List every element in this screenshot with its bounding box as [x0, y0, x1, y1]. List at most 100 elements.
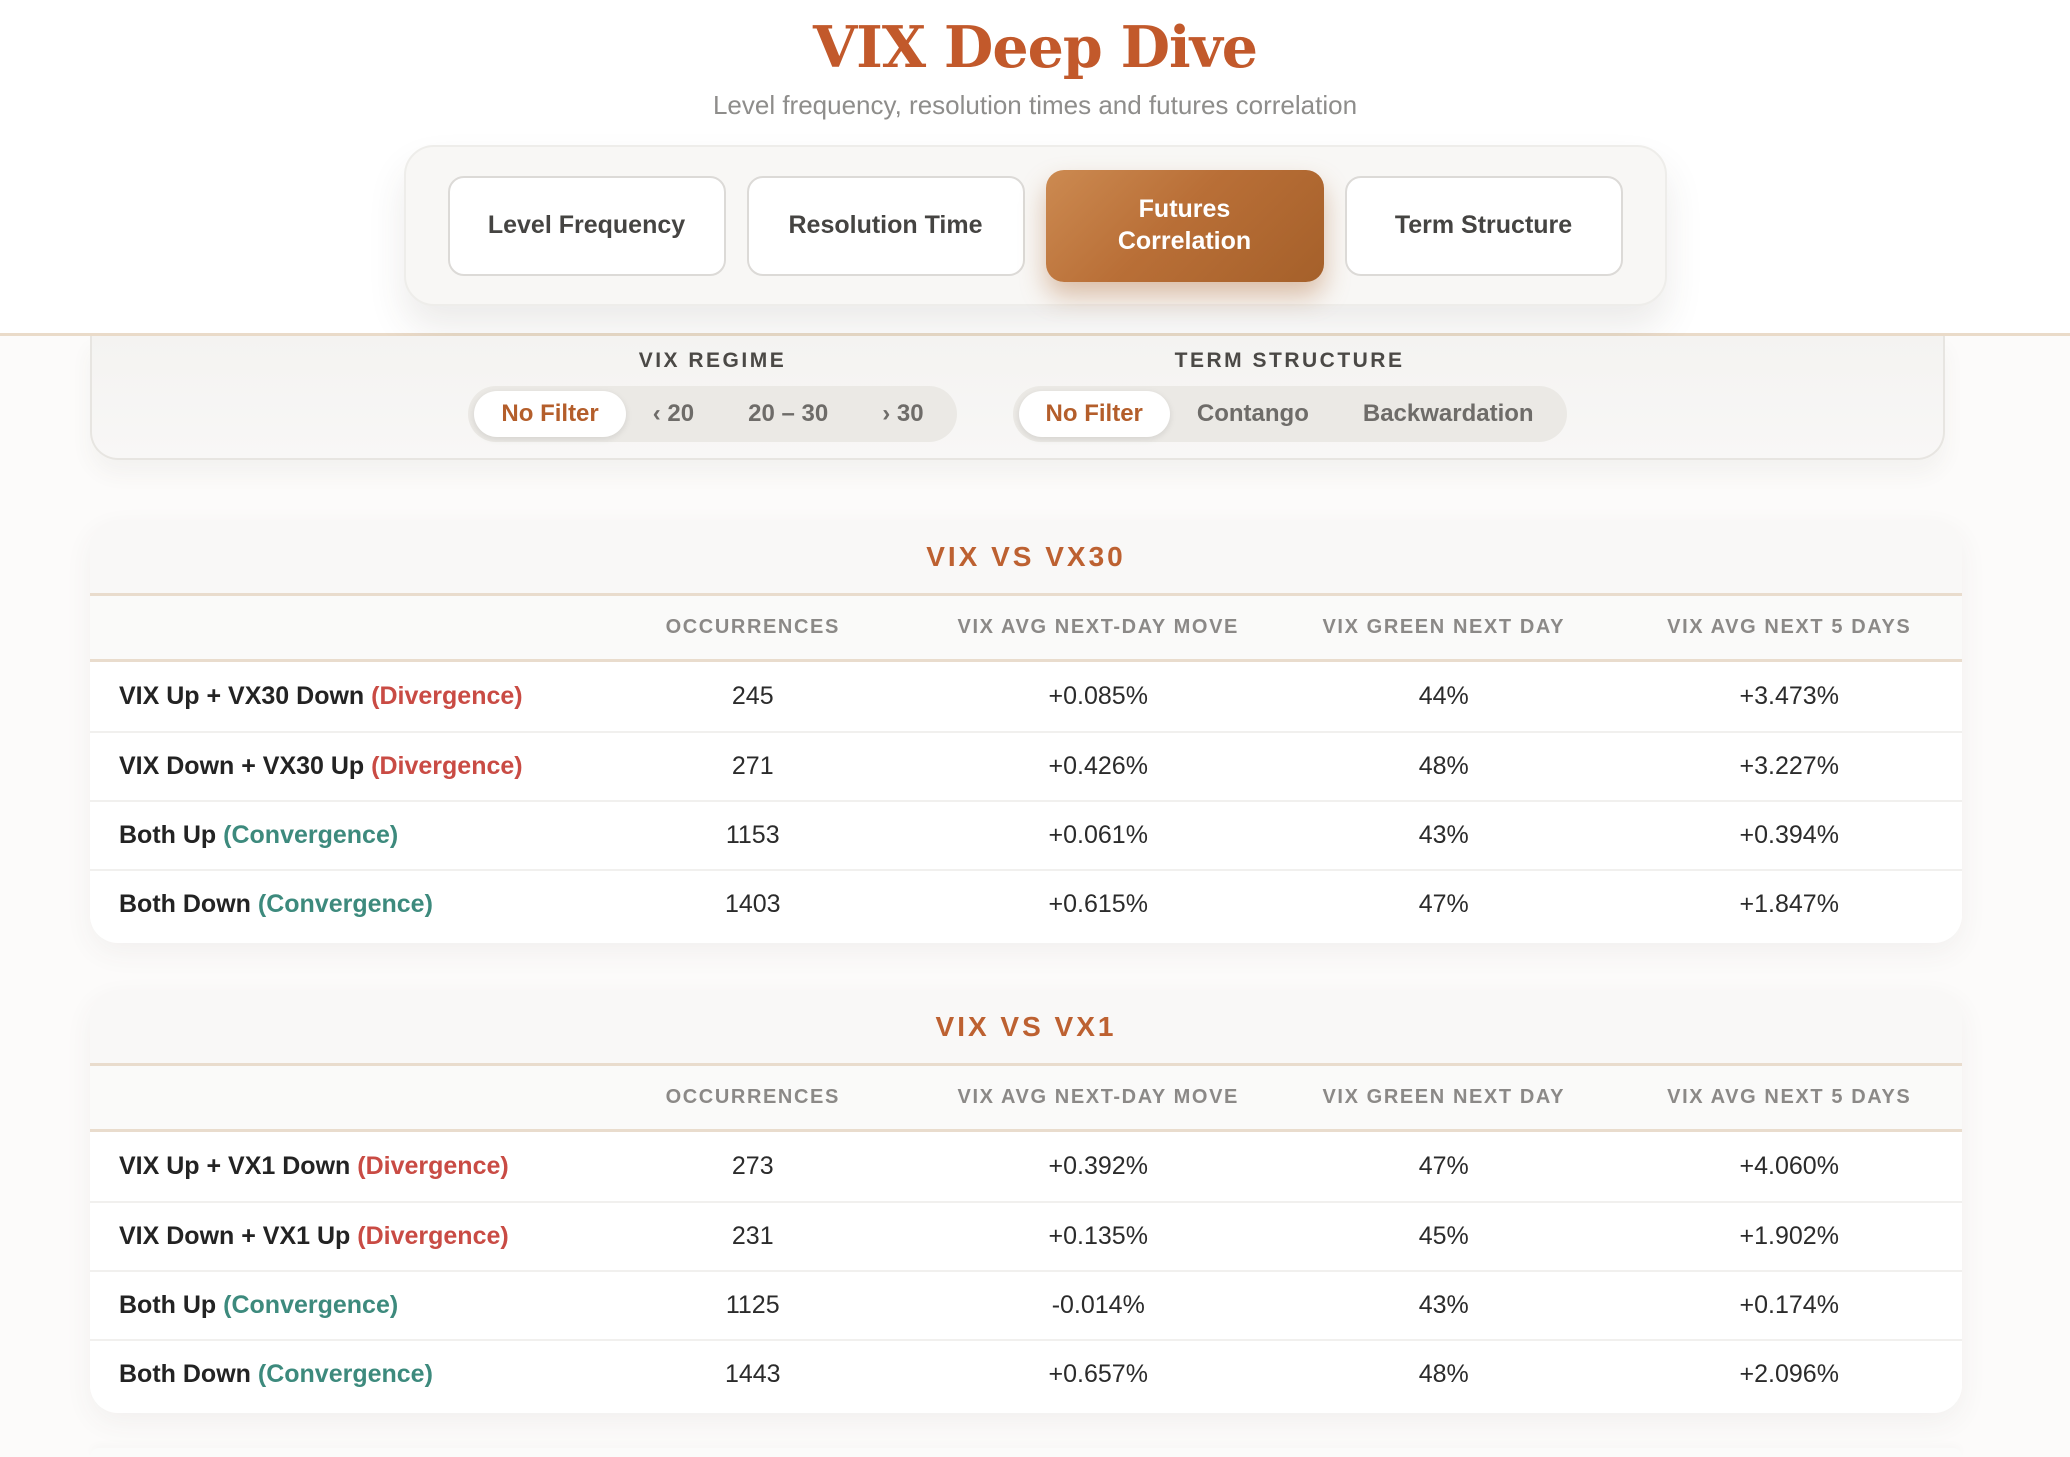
row-label: VIX Down + VX1 Up (Divergence)	[90, 1222, 580, 1251]
green-next-day-value: 47%	[1418, 890, 1469, 918]
filter-group-term-structure: TERM STRUCTURE No Filter Contango Backwa…	[1012, 343, 1567, 458]
table-row: Both Up (Convergence) 1153 +0.061% 43% +…	[90, 800, 1962, 869]
table-header-row: OCCURRENCES VIX AVG NEXT-DAY MOVE VIX GR…	[90, 1066, 1962, 1129]
table-body: VIX Up + VX1 Down (Divergence) 273 +0.39…	[90, 1132, 1962, 1413]
vix-regime-option-20-30[interactable]: 20 – 30	[748, 400, 829, 427]
convergence-tag: (Convergence)	[257, 890, 433, 918]
green-next-day-value: 43%	[1418, 1291, 1469, 1319]
row-label: Both Down (Convergence)	[90, 1360, 580, 1389]
next-5-days-value: +1.902%	[1739, 1222, 1839, 1250]
table-title-vix-vs-vx30: VIX VS VX30	[926, 540, 1126, 572]
next-5-days-value: +2.096%	[1739, 1360, 1839, 1388]
next-5-days-value: +1.847%	[1739, 890, 1839, 918]
green-next-day-value: 44%	[1418, 682, 1469, 710]
column-header-green-next-day: VIX GREEN NEXT DAY	[1322, 1086, 1566, 1108]
next-day-move-value: +0.657%	[1048, 1360, 1148, 1388]
column-header-next-5-days: VIX AVG NEXT 5 DAYS	[1667, 1086, 1912, 1108]
filter-group-vix-regime: VIX REGIME No Filter ‹ 20 20 – 30 › 30	[468, 343, 957, 458]
column-header-next-day-move: VIX AVG NEXT-DAY MOVE	[957, 1086, 1239, 1108]
table-row: VIX Up + VX1 Down (Divergence) 273 +0.39…	[90, 1132, 1962, 1201]
scenario-label: Both Up	[119, 821, 217, 849]
scenario-label: Both Down	[119, 1360, 251, 1388]
convergence-tag: (Convergence)	[223, 821, 399, 849]
tab-level-frequency[interactable]: Level Frequency	[447, 175, 726, 276]
scenario-label: Both Down	[119, 890, 251, 918]
occurrences-value: 1403	[724, 890, 781, 918]
column-header-green-next-day: VIX GREEN NEXT DAY	[1322, 616, 1566, 638]
column-header-next-5-days: VIX AVG NEXT 5 DAYS	[1667, 616, 1912, 638]
table-row: Both Down (Convergence) 1443 +0.657% 48%…	[90, 1339, 1962, 1408]
scenario-label: VIX Up + VX1 Down	[119, 1152, 351, 1180]
page-header: VIX Deep Dive Level frequency, resolutio…	[0, 0, 2070, 336]
table-row: VIX Down + VX1 Up (Divergence) 231 +0.13…	[90, 1201, 1962, 1270]
row-label: VIX Up + VX30 Down (Divergence)	[90, 682, 580, 711]
table-row: Both Down (Convergence) 1403 +0.615% 47%…	[90, 869, 1962, 938]
term-structure-option-contango[interactable]: Contango	[1196, 400, 1309, 427]
tab-resolution-time[interactable]: Resolution Time	[746, 175, 1025, 276]
divider	[90, 1063, 1962, 1066]
row-label: VIX Up + VX1 Down (Divergence)	[90, 1152, 580, 1181]
next-day-move-value: +0.085%	[1048, 682, 1148, 710]
table-panel-vix-vs-vx30: VIX VS VX30 OCCURRENCES VIX AVG NEXT-DAY…	[90, 520, 1962, 943]
occurrences-value: 1153	[725, 821, 780, 849]
next-day-move-value: +0.392%	[1048, 1152, 1148, 1180]
next-panel-top-edge	[90, 1448, 1962, 1457]
column-header-occurrences: OCCURRENCES	[665, 616, 840, 638]
vix-regime-option-below-20[interactable]: ‹ 20	[652, 400, 695, 427]
row-label: Both Up (Convergence)	[90, 1291, 580, 1320]
occurrences-value: 245	[731, 682, 774, 710]
filter-label-vix-regime: VIX REGIME	[638, 349, 787, 372]
vix-regime-option-above-30[interactable]: › 30	[882, 400, 924, 427]
convergence-tag: (Convergence)	[223, 1291, 399, 1319]
table-row: VIX Up + VX30 Down (Divergence) 245 +0.0…	[90, 662, 1962, 731]
table-row: Both Up (Convergence) 1125 -0.014% 43% +…	[90, 1270, 1962, 1339]
table-panel-vix-vs-vx1: VIX VS VX1 OCCURRENCES VIX AVG NEXT-DAY …	[90, 990, 1962, 1413]
divergence-tag: (Divergence)	[357, 1222, 509, 1250]
term-structure-segmented-control: No Filter Contango Backwardation	[1012, 386, 1567, 442]
table-row: VIX Down + VX30 Up (Divergence) 271 +0.4…	[90, 731, 1962, 800]
next-5-days-value: +0.174%	[1739, 1291, 1839, 1319]
green-next-day-value: 43%	[1418, 821, 1469, 849]
green-next-day-value: 45%	[1418, 1222, 1469, 1250]
table-header-row: OCCURRENCES VIX AVG NEXT-DAY MOVE VIX GR…	[90, 596, 1962, 659]
scenario-label: VIX Down + VX30 Up	[119, 752, 365, 780]
divergence-tag: (Divergence)	[371, 752, 523, 780]
row-label: Both Up (Convergence)	[90, 821, 580, 850]
row-label: Both Down (Convergence)	[90, 890, 580, 919]
vix-regime-option-no-filter[interactable]: No Filter	[474, 391, 626, 437]
scenario-label: Both Up	[119, 1291, 217, 1319]
occurrences-value: 1443	[724, 1360, 781, 1388]
divergence-tag: (Divergence)	[371, 682, 523, 710]
page-title: VIX Deep Dive	[812, 14, 1258, 81]
column-header-next-day-move: VIX AVG NEXT-DAY MOVE	[957, 616, 1239, 638]
vix-regime-segmented-control: No Filter ‹ 20 20 – 30 › 30	[468, 386, 957, 442]
term-structure-option-no-filter[interactable]: No Filter	[1018, 391, 1170, 437]
table-body: VIX Up + VX30 Down (Divergence) 245 +0.0…	[90, 662, 1962, 943]
occurrences-value: 271	[731, 752, 774, 780]
tab-futures-correlation[interactable]: Futures Correlation	[1045, 169, 1324, 282]
divider	[90, 1129, 1962, 1132]
next-day-move-value: +0.135%	[1048, 1222, 1148, 1250]
next-day-move-value: +0.615%	[1048, 890, 1148, 918]
next-day-move-value: -0.014%	[1051, 1291, 1145, 1319]
scenario-label: VIX Down + VX1 Up	[119, 1222, 351, 1250]
occurrences-value: 273	[731, 1152, 774, 1180]
next-5-days-value: +0.394%	[1739, 821, 1839, 849]
row-label: VIX Down + VX30 Up (Divergence)	[90, 752, 580, 781]
convergence-tag: (Convergence)	[257, 1360, 433, 1388]
divider	[90, 593, 1962, 596]
next-day-move-value: +0.061%	[1048, 821, 1148, 849]
next-5-days-value: +4.060%	[1739, 1152, 1839, 1180]
term-structure-option-backwardation[interactable]: Backwardation	[1362, 400, 1534, 427]
tab-term-structure[interactable]: Term Structure	[1344, 175, 1623, 276]
next-day-move-value: +0.426%	[1048, 752, 1148, 780]
green-next-day-value: 48%	[1418, 1360, 1469, 1388]
green-next-day-value: 47%	[1418, 1152, 1469, 1180]
occurrences-value: 231	[731, 1222, 774, 1250]
next-5-days-value: +3.473%	[1739, 682, 1839, 710]
divergence-tag: (Divergence)	[357, 1152, 509, 1180]
filter-label-term-structure: TERM STRUCTURE	[1174, 349, 1405, 372]
column-header-occurrences: OCCURRENCES	[665, 1086, 840, 1108]
table-title-vix-vs-vx1: VIX VS VX1	[935, 1010, 1117, 1042]
next-5-days-value: +3.227%	[1739, 752, 1839, 780]
